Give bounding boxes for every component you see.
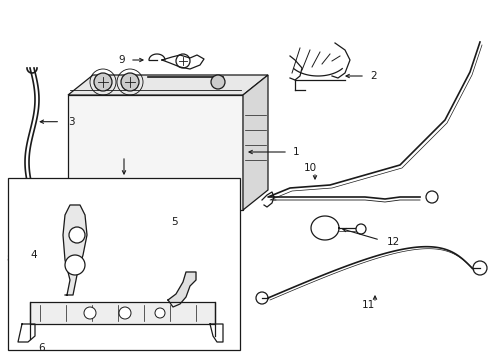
Text: 1: 1 [292, 147, 299, 157]
Circle shape [94, 73, 112, 91]
Bar [18, 205, 42, 223]
Circle shape [210, 75, 224, 89]
Circle shape [65, 255, 85, 275]
Text: 12: 12 [386, 237, 400, 247]
Text: 6: 6 [39, 343, 45, 353]
Polygon shape [168, 272, 196, 307]
Text: 9: 9 [119, 55, 125, 65]
Polygon shape [68, 75, 267, 95]
Text: 5: 5 [171, 217, 178, 227]
Text: 11: 11 [361, 300, 374, 310]
Circle shape [155, 308, 164, 318]
Text: 3: 3 [68, 117, 75, 127]
Polygon shape [243, 75, 267, 210]
Bar [30, 302, 215, 324]
Bar [8, 178, 240, 350]
Text: 10: 10 [303, 163, 316, 173]
Circle shape [69, 227, 85, 243]
Text: 7: 7 [48, 209, 55, 219]
Polygon shape [68, 95, 243, 210]
Text: 5: 5 [151, 223, 158, 233]
Text: 4: 4 [30, 250, 37, 260]
Circle shape [121, 73, 139, 91]
Circle shape [84, 307, 96, 319]
Text: 8: 8 [6, 254, 13, 264]
Bar [18, 252, 38, 266]
Polygon shape [63, 205, 87, 295]
Circle shape [119, 307, 131, 319]
Text: 2: 2 [369, 71, 376, 81]
